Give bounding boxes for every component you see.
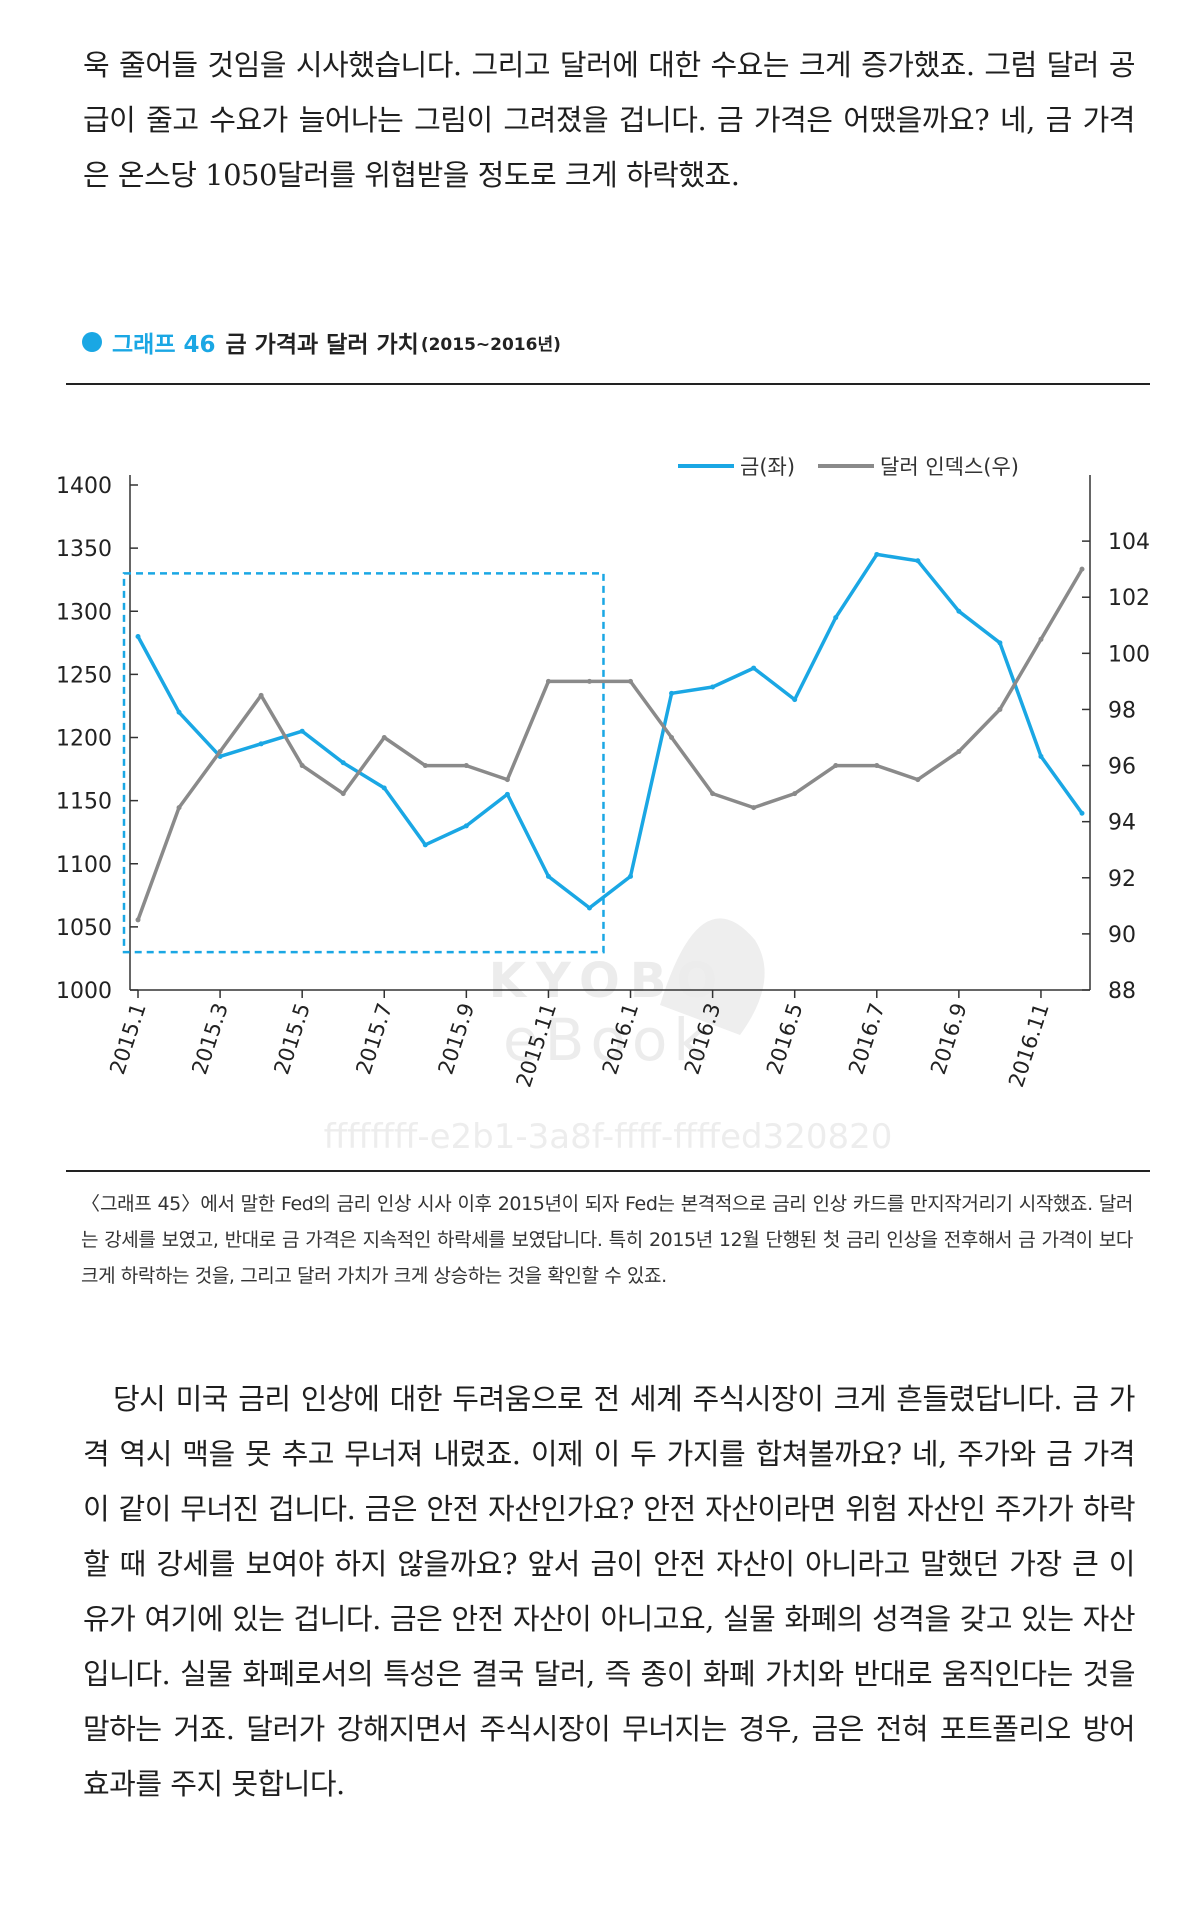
x-tick-label: 2015.9 [434, 1000, 480, 1077]
gold-point [1038, 753, 1044, 759]
gold-point [504, 791, 510, 797]
y-left-tick-label: 1250 [56, 663, 112, 688]
body-text-bottom: 당시 미국 금리 인상에 대한 두려움으로 전 세계 주식시장이 크게 흔들렸답… [83, 1382, 1136, 1801]
gold-point [710, 684, 716, 690]
graph-title: 그래프 46 금 가격과 달러 가치 (2015~2016년) [82, 322, 561, 362]
gold-point [874, 551, 880, 557]
y-left-tick-label: 1100 [56, 853, 112, 878]
x-tick-label: 2015.7 [351, 1000, 397, 1077]
y-right-tick-label: 100 [1108, 642, 1150, 667]
x-tick-label: 2016.11 [1004, 1000, 1054, 1090]
dollar-point [422, 763, 428, 769]
x-tick-label: 2015.5 [269, 1000, 315, 1077]
dollar-point [833, 763, 839, 769]
body-text-top: 욱 줄어들 것임을 시사했습니다. 그리고 달러에 대한 수요는 크게 증가했죠… [83, 48, 1136, 192]
dollar-point [217, 749, 223, 755]
gold-series-line [136, 552, 1084, 910]
x-tick-label: 2015.1 [105, 1000, 151, 1077]
dollar-point [504, 777, 510, 783]
y-right-tick-label: 88 [1108, 979, 1136, 1004]
chart-legend: 금(좌) 달러 인덱스(우) [678, 455, 1019, 479]
y-left-tick-label: 1350 [56, 537, 112, 562]
gold-point [176, 709, 182, 715]
gold-dollar-chart: KYOBO eBook ffffffff-e2b1-3a8f-ffff-ffff… [56, 455, 1150, 1157]
dollar-point [874, 763, 880, 769]
y-left-tick-label: 1150 [56, 790, 112, 815]
dollar-point [997, 706, 1003, 712]
dollar-point [956, 749, 962, 755]
highlight-box [122, 572, 605, 954]
dollar-point [135, 917, 141, 923]
gold-point [915, 558, 921, 564]
y-right-tick-label: 94 [1108, 811, 1136, 836]
gold-point [381, 785, 387, 791]
x-tick-label: 2016.7 [844, 1000, 890, 1077]
watermark-code: ffffffff-e2b1-3a8f-ffff-ffffed320820 [324, 1117, 893, 1157]
watermark: KYOBO eBook ffffffff-e2b1-3a8f-ffff-ffff… [324, 918, 893, 1157]
dollar-point [299, 763, 305, 769]
x-tick-label: 2015.3 [187, 1000, 233, 1077]
dollar-point [915, 777, 921, 783]
graph-caption: 〈그래프 45〉에서 말한 Fed의 금리 인상 시사 이후 2015년이 되자… [81, 1193, 1133, 1287]
x-tick-label: 2016.5 [762, 1000, 808, 1077]
y-left-tick-label: 1300 [56, 600, 112, 625]
gold-point [340, 760, 346, 766]
dollar-point [669, 735, 675, 740]
dollar-point [340, 791, 346, 797]
dollar-point [751, 805, 757, 811]
dollar-series-line [136, 568, 1084, 921]
gold-point [997, 640, 1003, 646]
gold-point [258, 741, 264, 747]
y-right-tick-label: 102 [1108, 586, 1150, 611]
x-tick-label: 2016.9 [926, 1000, 972, 1077]
dollar-point [463, 763, 469, 769]
y-right-tick-label: 92 [1108, 867, 1136, 892]
gold-point [463, 823, 469, 829]
y-left-tick-label: 1200 [56, 727, 112, 752]
graph-period: (2015~2016년) [420, 334, 561, 355]
dollar-point [381, 735, 387, 740]
y-right-tick-label: 96 [1108, 755, 1136, 780]
legend-gold-label: 금(좌) [740, 455, 795, 479]
y-right-tick-label: 104 [1108, 530, 1150, 555]
y-left-tick-label: 1050 [56, 916, 112, 941]
dollar-point [258, 692, 264, 698]
gold-point [956, 608, 962, 614]
y-left-tick-label: 1400 [56, 474, 112, 499]
y-right-tick-label: 90 [1108, 923, 1136, 948]
gold-point [833, 615, 839, 621]
y-left-tick-label: 1000 [56, 979, 112, 1004]
y-right-tick-label: 98 [1108, 698, 1136, 723]
graph-top-rule [66, 383, 1150, 385]
gold-point [586, 905, 592, 911]
gold-point [1079, 810, 1085, 816]
bullet-dot-icon [82, 332, 102, 352]
watermark-sub: eBook [503, 1006, 713, 1074]
legend-dollar-label: 달러 인덱스(우) [880, 455, 1019, 479]
graph-number: 그래프 46 [112, 332, 216, 358]
dollar-point [586, 678, 592, 684]
graph-title-text: 금 가격과 달러 가치 [225, 332, 419, 358]
watermark-bird-icon [660, 918, 765, 1035]
gold-point [299, 728, 305, 734]
gold-point [422, 842, 428, 848]
gold-point [628, 873, 634, 879]
dollar-point [710, 791, 716, 797]
dollar-point [176, 805, 182, 811]
graph-bottom-rule [66, 1170, 1150, 1172]
dollar-point [792, 791, 798, 797]
gold-point [669, 690, 675, 696]
gold-point [751, 665, 757, 671]
dollar-point [1038, 636, 1044, 642]
watermark-brand: KYOBO [489, 953, 727, 1009]
dollar-point [628, 678, 634, 684]
gold-point [545, 873, 551, 879]
gold-point [135, 634, 141, 639]
dollar-point [545, 678, 551, 684]
dollar-point [1079, 566, 1085, 572]
gold-point [792, 697, 798, 703]
